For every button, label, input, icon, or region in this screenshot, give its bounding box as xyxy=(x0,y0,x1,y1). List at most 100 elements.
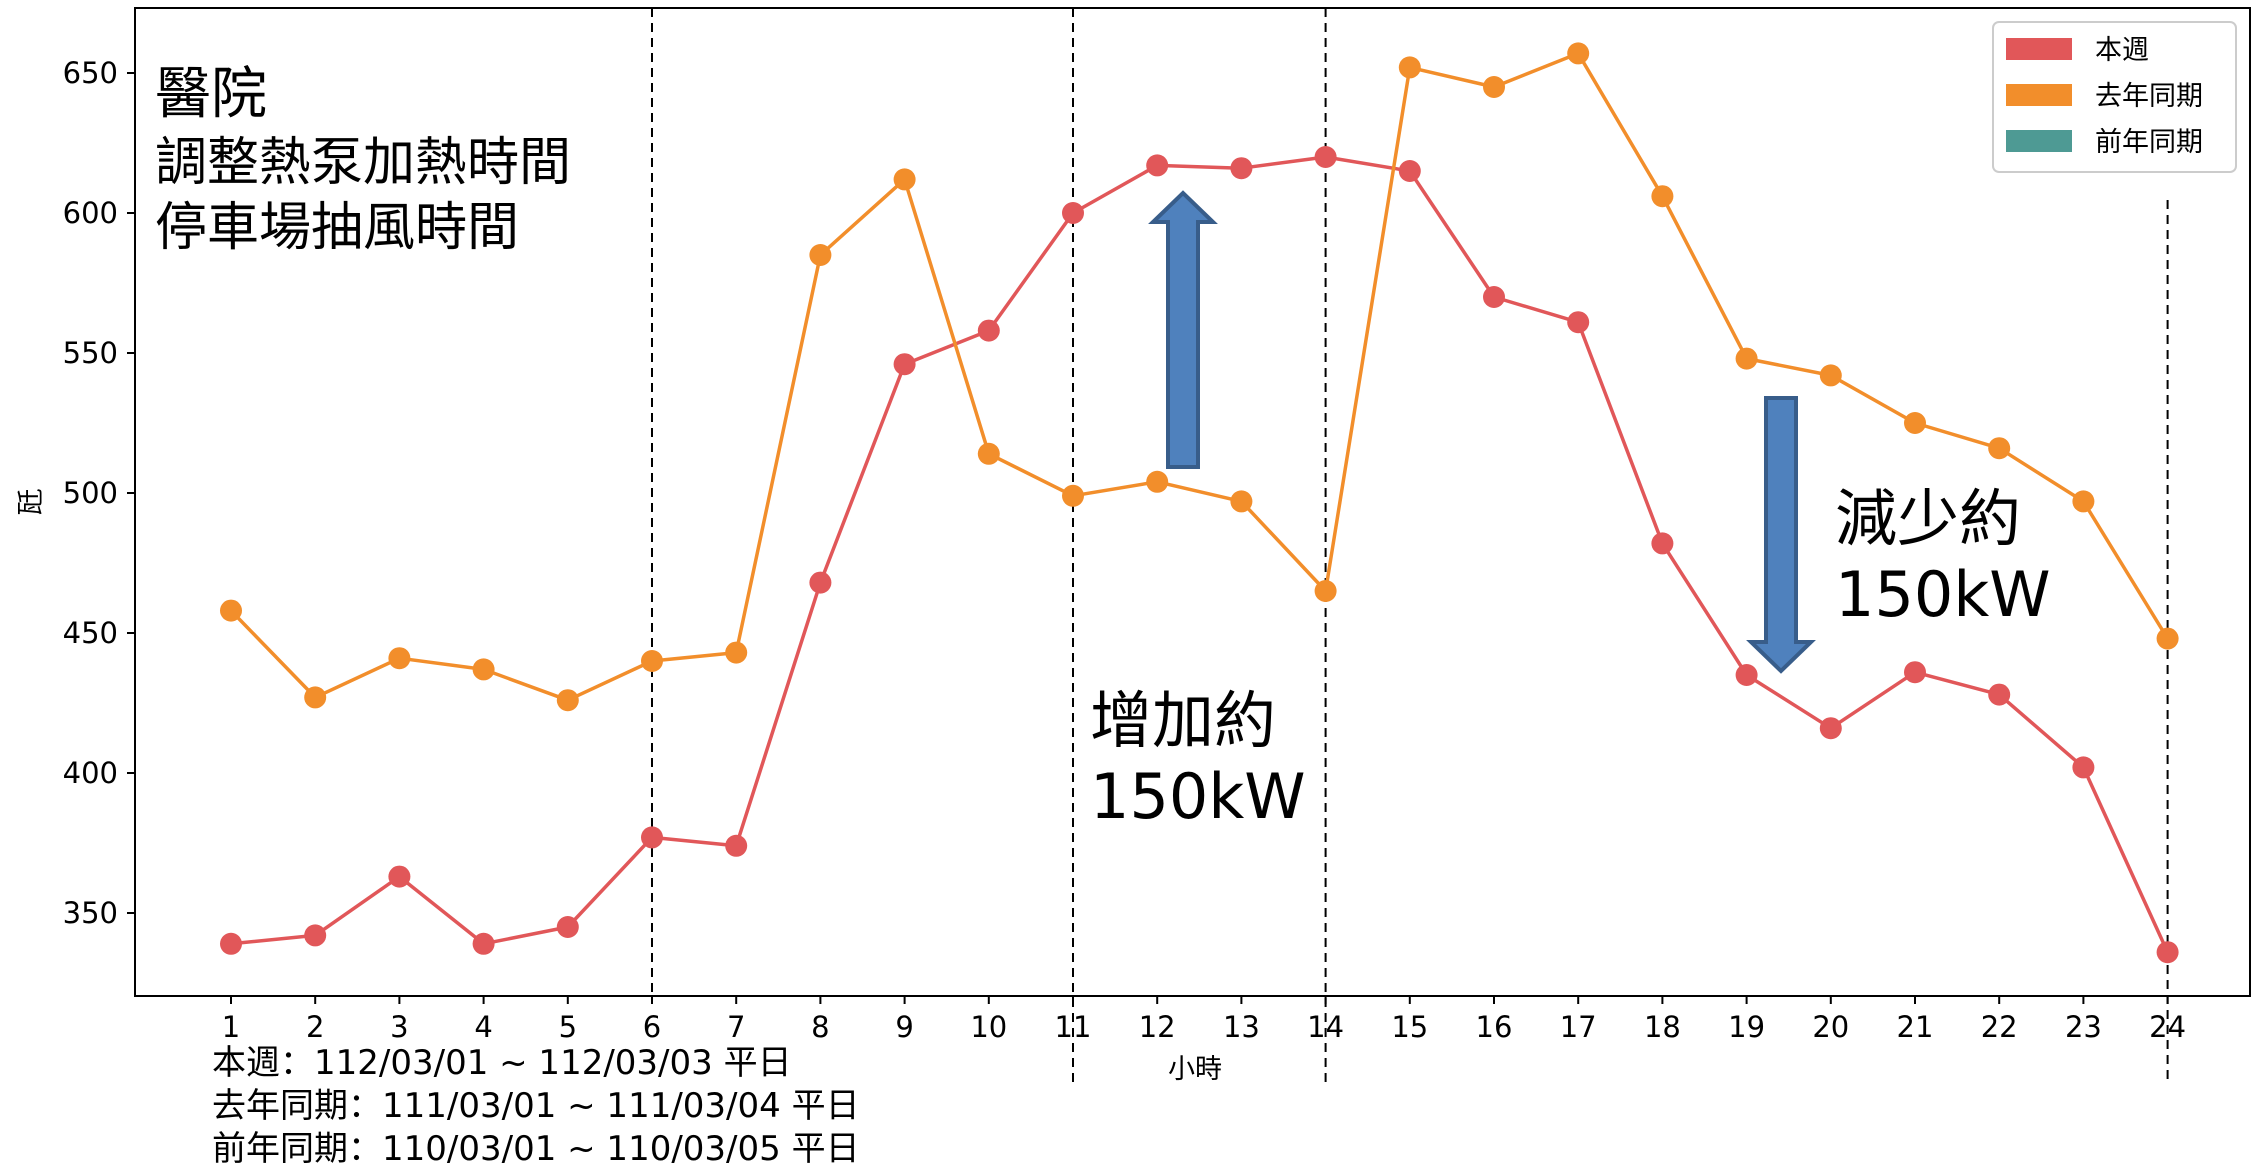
x-tick-label: 4 xyxy=(474,1010,492,1044)
chart-title-line-2: 調整熱泵加熱時間 xyxy=(155,133,571,193)
data-point-series-0 xyxy=(809,571,832,594)
data-point-series-0 xyxy=(1314,146,1337,168)
decrease-note-line-2: 150kW xyxy=(1835,558,2051,631)
data-point-series-0 xyxy=(977,319,1000,342)
x-tick-label: 15 xyxy=(1391,1010,1428,1044)
data-point-series-0 xyxy=(556,916,579,938)
data-point-series-0 xyxy=(893,353,916,376)
footnote-this-week: 本週：112/03/01 ~ 112/03/03 平日 xyxy=(212,1043,792,1083)
data-point-series-0 xyxy=(304,924,327,947)
y-tick-label: 650 xyxy=(63,56,118,90)
data-point-series-1 xyxy=(977,442,1000,465)
data-point-series-1 xyxy=(1819,364,1842,387)
decrease-note-line-1: 減少約 xyxy=(1835,482,2021,555)
data-point-series-0 xyxy=(1988,683,2011,706)
data-point-series-0 xyxy=(2072,756,2095,779)
data-point-series-1 xyxy=(2156,627,2179,650)
data-point-series-1 xyxy=(388,647,411,670)
data-point-series-1 xyxy=(1735,347,1758,370)
data-point-series-0 xyxy=(388,865,411,888)
legend-swatch-two-years-ago xyxy=(2006,130,2072,152)
increase-note-line-1: 增加約 xyxy=(1090,684,1276,757)
data-point-series-1 xyxy=(1988,437,2011,460)
x-tick-label: 20 xyxy=(1812,1010,1849,1044)
series-group xyxy=(220,42,2179,964)
legend-label-this-week: 本週 xyxy=(2095,35,2149,66)
x-axis-title: 小時 xyxy=(1168,1054,1222,1085)
legend-swatch-last-year xyxy=(2006,84,2072,106)
x-tick-label: 21 xyxy=(1897,1010,1934,1044)
x-axis: 1 2 3 4 5 6 7 8 9 10 11 12 13 14 15 16 17 18 19 20 21 22 23 24 xyxy=(222,996,2186,1044)
y-tick-label: 450 xyxy=(63,616,118,650)
increase-arrow xyxy=(1148,190,1218,469)
data-point-series-1 xyxy=(220,599,242,622)
data-point-series-1 xyxy=(809,244,832,266)
data-point-series-1 xyxy=(1062,484,1084,507)
y-axis: 350 400 450 500 550 600 650 xyxy=(63,56,135,930)
data-point-series-1 xyxy=(556,689,579,712)
data-point-series-0 xyxy=(1483,286,1505,308)
footnote-last-year: 去年同期：111/03/01 ~ 111/03/04 平日 xyxy=(212,1086,860,1126)
x-tick-label: 12 xyxy=(1139,1010,1176,1044)
x-tick-label: 10 xyxy=(970,1010,1007,1044)
y-tick-label: 600 xyxy=(63,196,118,230)
data-point-series-0 xyxy=(1146,154,1169,177)
x-tick-label: 3 xyxy=(390,1010,408,1044)
data-point-series-1 xyxy=(725,641,748,664)
chart-title-main: 醫院 xyxy=(155,62,267,127)
data-point-series-1 xyxy=(1651,185,1674,208)
chart-title-line-3: 停車場抽風時間 xyxy=(155,198,519,258)
data-point-series-1 xyxy=(1567,42,1590,65)
data-point-series-0 xyxy=(1904,661,1926,684)
data-point-series-1 xyxy=(641,650,663,672)
y-tick-label: 500 xyxy=(63,476,118,510)
y-tick-label: 400 xyxy=(63,756,118,790)
x-tick-label: 19 xyxy=(1728,1010,1765,1044)
data-point-series-0 xyxy=(641,826,663,849)
x-tick-label: 1 xyxy=(222,1010,240,1044)
data-point-series-0 xyxy=(1398,160,1421,182)
data-point-series-1 xyxy=(1230,490,1253,513)
x-tick-label: 5 xyxy=(559,1010,577,1044)
data-point-series-0 xyxy=(2156,941,2179,964)
data-point-series-1 xyxy=(1398,56,1421,79)
data-point-series-0 xyxy=(1230,157,1253,180)
data-point-series-0 xyxy=(1819,717,1842,740)
series-line-0 xyxy=(230,155,2170,953)
x-tick-label: 24 xyxy=(2149,1010,2186,1044)
x-tick-label: 17 xyxy=(1560,1010,1597,1044)
data-point-series-0 xyxy=(1567,311,1590,334)
data-point-series-1 xyxy=(893,168,916,191)
x-tick-label: 11 xyxy=(1055,1010,1092,1044)
data-point-series-0 xyxy=(1651,532,1674,555)
data-point-series-1 xyxy=(1904,412,1926,434)
data-point-series-1 xyxy=(304,686,327,709)
footnote-two-years-ago: 前年同期：110/03/01 ~ 110/03/05 平日 xyxy=(212,1129,860,1169)
legend: 本週 去年同期 前年同期 xyxy=(1992,21,2237,173)
data-point-series-0 xyxy=(1735,664,1758,686)
data-point-series-0 xyxy=(472,932,495,955)
x-tick-label: 22 xyxy=(1981,1010,2018,1044)
y-tick-label: 550 xyxy=(63,336,118,370)
x-tick-label: 9 xyxy=(895,1010,913,1044)
x-tick-label: 18 xyxy=(1644,1010,1681,1044)
x-tick-label: 13 xyxy=(1223,1010,1260,1044)
legend-label-last-year: 去年同期 xyxy=(2095,81,2203,112)
x-tick-label: 2 xyxy=(306,1010,324,1044)
decrease-arrow xyxy=(1746,396,1816,674)
data-point-series-0 xyxy=(1062,202,1084,224)
data-point-series-1 xyxy=(1314,580,1337,602)
y-axis-title: 瓩 xyxy=(16,489,47,516)
data-point-series-1 xyxy=(1146,470,1169,493)
legend-swatch-this-week xyxy=(2006,38,2072,60)
data-point-series-1 xyxy=(472,658,495,681)
increase-note-line-2: 150kW xyxy=(1090,760,1306,833)
data-point-series-0 xyxy=(220,932,242,955)
x-tick-label: 14 xyxy=(1307,1010,1344,1044)
series-line-1 xyxy=(229,51,2170,702)
x-tick-label: 8 xyxy=(811,1010,829,1044)
x-tick-label: 7 xyxy=(727,1010,745,1044)
y-tick-label: 350 xyxy=(63,896,118,930)
x-tick-label: 16 xyxy=(1476,1010,1513,1044)
